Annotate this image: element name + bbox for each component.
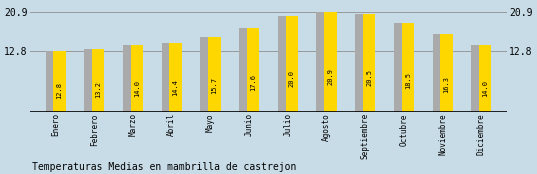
Bar [479,45,491,112]
Bar [394,23,407,112]
Bar [363,14,375,112]
Bar [162,43,174,112]
Text: 13.2: 13.2 [95,81,101,98]
Text: 14.4: 14.4 [172,79,179,96]
Bar [208,37,221,112]
Text: 12.8: 12.8 [56,82,62,99]
Bar [169,43,182,112]
Text: 18.5: 18.5 [405,72,411,89]
Text: 20.9: 20.9 [328,68,333,85]
Text: 17.6: 17.6 [250,74,256,91]
Text: Temperaturas Medias en mambrilla de castrejon: Temperaturas Medias en mambrilla de cast… [32,162,296,172]
Bar [433,34,445,112]
Text: 14.0: 14.0 [134,80,140,97]
Bar [355,14,368,112]
Bar [440,34,453,112]
Bar [316,12,329,112]
Text: 14.0: 14.0 [482,80,488,97]
Text: 15.7: 15.7 [211,77,217,94]
Bar [286,16,298,112]
Bar [53,51,66,112]
Bar [239,28,251,112]
Bar [92,49,104,112]
Bar [200,37,213,112]
Bar [247,28,259,112]
Bar [402,23,414,112]
Bar [123,45,135,112]
Bar [84,49,97,112]
Bar [130,45,143,112]
Bar [46,51,58,112]
Text: 20.5: 20.5 [366,69,372,86]
Text: 16.3: 16.3 [444,76,449,93]
Bar [278,16,290,112]
Text: 20.0: 20.0 [289,70,295,87]
Bar [324,12,337,112]
Bar [471,45,484,112]
